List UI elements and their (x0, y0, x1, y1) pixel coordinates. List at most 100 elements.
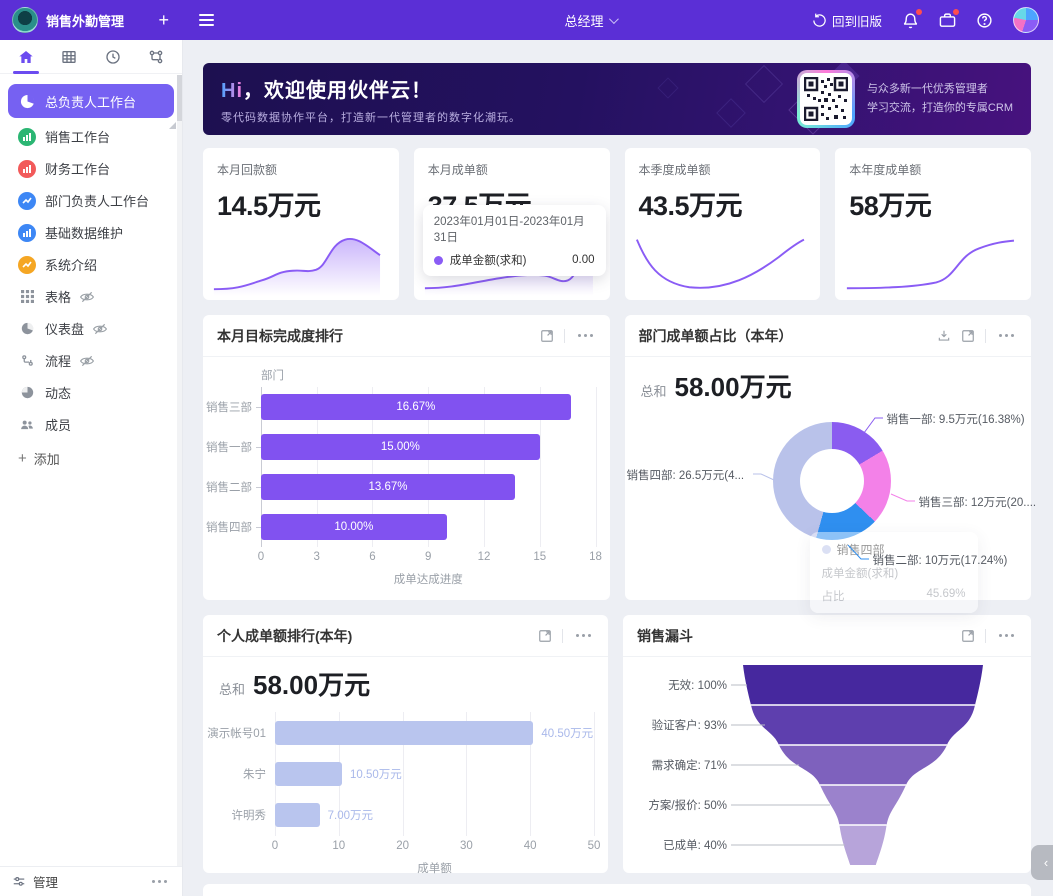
donut-ring[interactable] (772, 422, 891, 540)
sidebar-item-dashboards[interactable]: 仪表盘 (8, 313, 174, 344)
sidebar-item-base-data[interactable]: 基础数据维护 (8, 217, 174, 248)
sidebar-item-label: 成员 (45, 418, 72, 433)
more-options-icon[interactable] (575, 331, 596, 340)
bar-chart-plot: 销售三部 16.67% 销售一部 15.00% 销售二部 13.6 (206, 387, 597, 547)
user-avatar[interactable] (1013, 7, 1039, 33)
expand-icon[interactable] (540, 329, 554, 343)
category-label: 许明秀 (231, 809, 267, 822)
bar[interactable]: 15.00% (261, 434, 540, 460)
tooltip-row-label: 成单金额(求和) (821, 568, 899, 580)
card-header: 本月目标完成度排行 (203, 315, 610, 357)
workspace-logo[interactable] (12, 7, 38, 33)
card-header: 个人成单额排行(本年) (203, 615, 608, 657)
bar[interactable] (275, 802, 320, 827)
category-label: 演示帐号01 (207, 727, 266, 740)
bar[interactable]: 16.67% (261, 394, 571, 420)
tab-home[interactable] (9, 40, 43, 74)
category-label: 销售四部 (206, 522, 252, 534)
funnel-shape[interactable] (623, 657, 1031, 873)
gauge-icon (18, 320, 36, 338)
sidebar-item-members[interactable]: 成员 (8, 409, 174, 440)
expand-icon[interactable] (538, 629, 552, 643)
tooltip-series-value: 0.00 (572, 254, 595, 266)
menu-toggle-icon[interactable] (199, 14, 214, 26)
role-selector[interactable]: 总经理 (565, 11, 619, 30)
sidebar-add-button[interactable]: + 添加 (8, 441, 174, 476)
kpi-label: 本月成单额 (427, 163, 488, 177)
back-to-old-version-button[interactable]: 回到旧版 (812, 11, 882, 30)
kpi-value: 43.5万元 (638, 191, 743, 221)
bar[interactable]: 13.67% (261, 474, 516, 500)
more-options-icon[interactable] (573, 631, 594, 640)
donut-chart: 销售一部: 9.5万元(16.38%) 销售三部: 12万元(20.... 销售… (625, 404, 1036, 613)
tab-workflow[interactable] (139, 40, 173, 73)
sidebar-item-system-intro[interactable]: 系统介绍 (8, 249, 174, 280)
sidebar-item-label: 仪表盘 (45, 322, 85, 337)
kpi-row: 本月回款额 14.5万元 本月成单额 37.5万元 2023年01月01日-20… (203, 148, 1031, 300)
sidebar-item-general-manager-workbench[interactable]: 总负责人工作台 (8, 84, 174, 118)
table-icon (62, 50, 77, 63)
more-options-icon[interactable] (996, 631, 1017, 640)
kpi-tooltip: 2023年01月01日-2023年01月31日 成单金额(求和) 0.00 (422, 205, 606, 276)
sidebar-scrollbar[interactable] (177, 75, 182, 866)
kpi-card-quarter-deals[interactable]: 本季度成单额 43.5万元 (624, 148, 821, 300)
workbench-button[interactable] (939, 8, 959, 29)
collapse-chevron-icon: ‹ (1043, 855, 1049, 870)
sidebar-nav: 总负责人工作台 销售工作台 财务工作台 部门负责人工作台 (0, 74, 182, 486)
bar[interactable] (275, 761, 342, 786)
sidebar-item-dept-manager-workbench[interactable]: 部门负责人工作台 (8, 185, 174, 216)
qr-caption-line2: 学习交流，打造你的专属CRM (866, 102, 1013, 114)
eye-off-icon[interactable] (93, 322, 108, 336)
pie-chart-icon (18, 92, 36, 110)
bar[interactable]: 10.00% (261, 514, 447, 540)
funnel-stage-label: 需求确定: 71% (651, 760, 727, 772)
more-options-icon[interactable] (996, 331, 1017, 340)
sidebar-item-tables[interactable]: 表格 (8, 281, 174, 312)
kpi-card-monthly-deals[interactable]: 本月成单额 37.5万元 2023年01月01日-2023年01月31日 成单金… (413, 148, 610, 300)
expand-icon[interactable] (961, 329, 975, 343)
tab-tables[interactable] (52, 40, 86, 73)
eye-off-icon[interactable] (80, 354, 95, 368)
notifications-button[interactable] (902, 8, 922, 29)
bar[interactable] (275, 720, 534, 745)
more-options-icon[interactable] (149, 877, 170, 886)
notification-badge (916, 8, 922, 15)
tooltip-series-label: 成单金额(求和) (449, 255, 527, 267)
bar-chart-body: 总和 58.00万元 演示帐号01 40.50万元 朱宁 (203, 657, 608, 876)
kpi-card-monthly-payment[interactable]: 本月回款额 14.5万元 (203, 148, 399, 300)
kpi-card-year-deals[interactable]: 本年度成单额 58万元 (835, 148, 1031, 300)
sidebar-item-finance-workbench[interactable]: 财务工作台 (8, 153, 174, 184)
category-label: 销售一部 (206, 442, 252, 454)
panel-collapse-handle[interactable]: ‹ (1031, 845, 1053, 880)
sidebar-item-label: 系统介绍 (45, 258, 98, 273)
sidebar-manage-row[interactable]: 管理 (0, 866, 182, 896)
workspace-header: 销售外勤管理 + (0, 0, 183, 40)
tab-recent[interactable] (96, 40, 130, 73)
bar-value-label: 40.50万元 (541, 727, 594, 740)
workbench-badge (953, 8, 959, 15)
tooltip-row-label: 占比 (821, 591, 845, 603)
sidebar-resize-handle[interactable] (169, 122, 176, 129)
sidebar-item-sales-workbench[interactable]: 销售工作台 (8, 121, 174, 152)
sidebar-item-activity[interactable]: 动态 (8, 377, 174, 408)
bar-chart-plot: 演示帐号01 40.50万元 朱宁 10.50万元 许明秀 7.0 (207, 712, 595, 836)
sidebar-item-workflows[interactable]: 流程 (8, 345, 174, 376)
add-workspace-button[interactable]: + (158, 9, 169, 30)
sparkline-chart (847, 239, 1015, 290)
qr-code (796, 70, 855, 128)
sidebar: 总负责人工作台 销售工作台 财务工作台 部门负责人工作台 (0, 40, 183, 896)
category-label: 销售二部 (206, 482, 252, 494)
bar-value-label: 13.67% (368, 481, 408, 493)
sparkline-chart (213, 237, 381, 296)
rollback-icon (813, 13, 826, 27)
expand-icon[interactable] (961, 629, 975, 643)
category-label: 销售三部 (206, 402, 252, 414)
x-axis-title: 成单达成进度 (393, 574, 463, 586)
help-button[interactable] (976, 12, 993, 29)
bar-value-label: 7.00万元 (327, 809, 374, 822)
partial-card (203, 884, 1031, 896)
eye-off-icon[interactable] (80, 290, 95, 304)
kpi-label: 本年度成单额 (849, 163, 922, 177)
download-icon[interactable] (937, 329, 951, 343)
banner-subtitle: 零代码数据协作平台，打造新一代管理者的数字化潮玩。 (221, 111, 521, 124)
